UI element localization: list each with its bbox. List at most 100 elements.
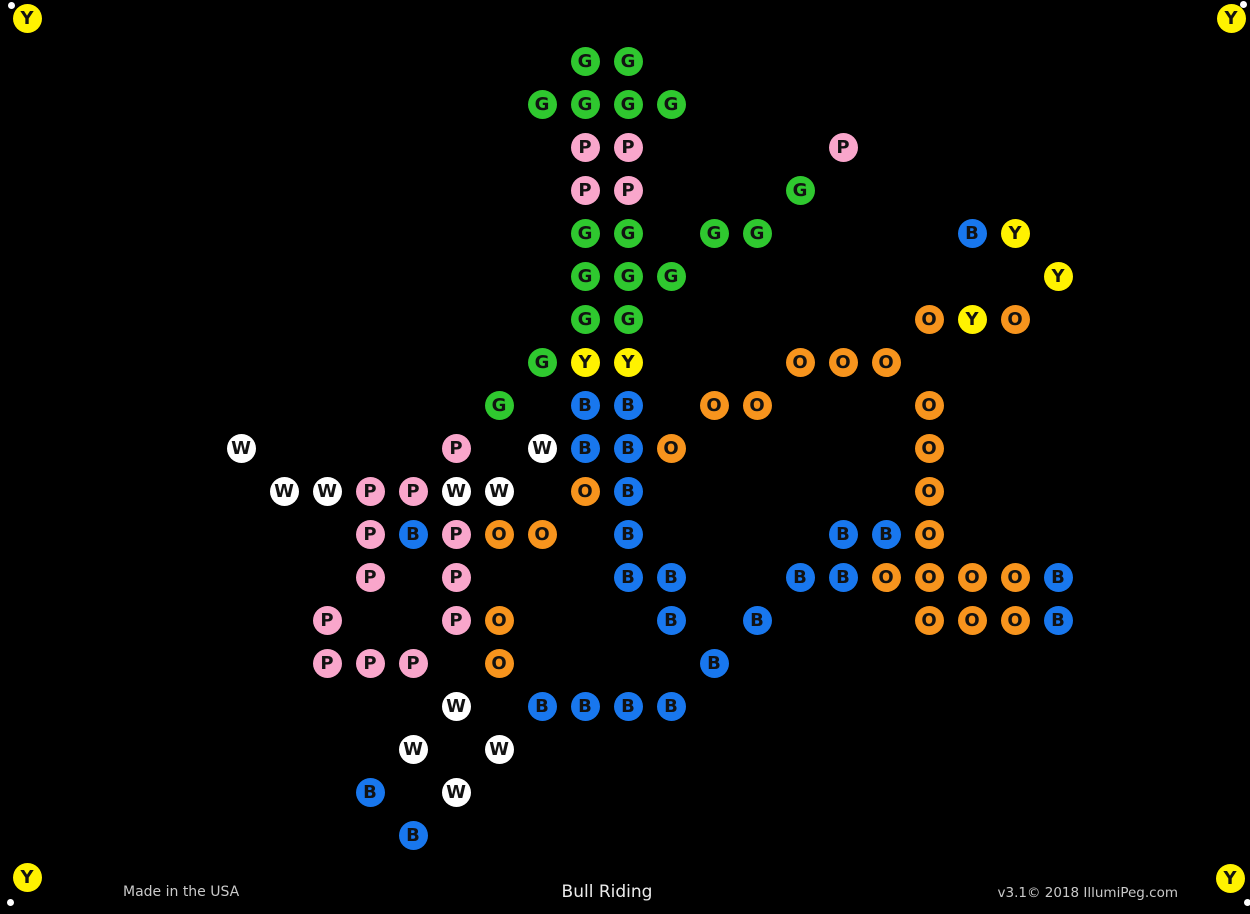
peg-blue[interactable]: B [570, 691, 600, 721]
peg-green[interactable]: G [570, 46, 600, 76]
peg-green[interactable]: G [742, 218, 772, 248]
peg-orange[interactable]: O [484, 648, 514, 678]
peg-blue[interactable]: B [613, 433, 643, 463]
peg-yellow[interactable]: Y [1000, 218, 1030, 248]
peg-blue[interactable]: B [699, 648, 729, 678]
peg-orange[interactable]: O [1000, 562, 1030, 592]
peg-orange[interactable]: O [527, 519, 557, 549]
peg-green[interactable]: G [613, 46, 643, 76]
peg-orange[interactable]: O [699, 390, 729, 420]
peg-green[interactable]: G [484, 390, 514, 420]
peg-green[interactable]: G [613, 304, 643, 334]
corner-peg-yellow: Y [1216, 3, 1246, 33]
peg-pink[interactable]: P [441, 519, 471, 549]
peg-pink[interactable]: P [398, 648, 428, 678]
peg-blue[interactable]: B [656, 605, 686, 635]
peg-blue[interactable]: B [355, 777, 385, 807]
peg-blue[interactable]: B [1043, 562, 1073, 592]
peg-pink[interactable]: P [312, 648, 342, 678]
peg-white[interactable]: W [484, 734, 514, 764]
peg-blue[interactable]: B [828, 562, 858, 592]
peg-yellow[interactable]: Y [1043, 261, 1073, 291]
peg-orange[interactable]: O [484, 519, 514, 549]
peg-blue[interactable]: B [613, 476, 643, 506]
peg-blue[interactable]: B [613, 562, 643, 592]
peg-orange[interactable]: O [828, 347, 858, 377]
peg-green[interactable]: G [613, 261, 643, 291]
peg-pink[interactable]: P [441, 605, 471, 635]
peg-blue[interactable]: B [785, 562, 815, 592]
peg-pink[interactable]: P [441, 562, 471, 592]
peg-orange[interactable]: O [914, 562, 944, 592]
peg-blue[interactable]: B [656, 691, 686, 721]
peg-green[interactable]: G [570, 89, 600, 119]
peg-green[interactable]: G [785, 175, 815, 205]
peg-blue[interactable]: B [613, 691, 643, 721]
peg-pink[interactable]: P [613, 175, 643, 205]
peg-white[interactable]: W [269, 476, 299, 506]
peg-green[interactable]: G [613, 89, 643, 119]
peg-orange[interactable]: O [871, 562, 901, 592]
peg-white[interactable]: W [312, 476, 342, 506]
peg-green[interactable]: G [527, 89, 557, 119]
peg-orange[interactable]: O [957, 605, 987, 635]
peg-yellow[interactable]: Y [570, 347, 600, 377]
peg-orange[interactable]: O [1000, 304, 1030, 334]
peg-white[interactable]: W [441, 691, 471, 721]
peg-orange[interactable]: O [484, 605, 514, 635]
peg-blue[interactable]: B [957, 218, 987, 248]
peg-green[interactable]: G [527, 347, 557, 377]
peg-pink[interactable]: P [312, 605, 342, 635]
peg-pink[interactable]: P [355, 519, 385, 549]
peg-orange[interactable]: O [914, 605, 944, 635]
peg-blue[interactable]: B [570, 390, 600, 420]
peg-orange[interactable]: O [914, 433, 944, 463]
peg-green[interactable]: G [570, 304, 600, 334]
peg-blue[interactable]: B [398, 519, 428, 549]
peg-orange[interactable]: O [871, 347, 901, 377]
peg-yellow[interactable]: Y [957, 304, 987, 334]
peg-blue[interactable]: B [613, 519, 643, 549]
peg-orange[interactable]: O [1000, 605, 1030, 635]
peg-pink[interactable]: P [355, 648, 385, 678]
peg-blue[interactable]: B [871, 519, 901, 549]
peg-orange[interactable]: O [742, 390, 772, 420]
peg-green[interactable]: G [570, 218, 600, 248]
peg-pink[interactable]: P [355, 476, 385, 506]
peg-green[interactable]: G [570, 261, 600, 291]
peg-blue[interactable]: B [656, 562, 686, 592]
peg-pink[interactable]: P [570, 175, 600, 205]
peg-pink[interactable]: P [398, 476, 428, 506]
peg-green[interactable]: G [656, 89, 686, 119]
peg-green[interactable]: G [699, 218, 729, 248]
peg-white[interactable]: W [441, 476, 471, 506]
peg-white[interactable]: W [484, 476, 514, 506]
peg-blue[interactable]: B [828, 519, 858, 549]
peg-green[interactable]: G [613, 218, 643, 248]
peg-blue[interactable]: B [742, 605, 772, 635]
peg-white[interactable]: W [398, 734, 428, 764]
peg-pink[interactable]: P [570, 132, 600, 162]
peg-orange[interactable]: O [914, 390, 944, 420]
peg-orange[interactable]: O [656, 433, 686, 463]
peg-yellow[interactable]: Y [613, 347, 643, 377]
peg-orange[interactable]: O [785, 347, 815, 377]
peg-orange[interactable]: O [914, 304, 944, 334]
peg-pink[interactable]: P [355, 562, 385, 592]
peg-green[interactable]: G [656, 261, 686, 291]
peg-blue[interactable]: B [398, 820, 428, 850]
peg-blue[interactable]: B [527, 691, 557, 721]
peg-orange[interactable]: O [570, 476, 600, 506]
peg-blue[interactable]: B [613, 390, 643, 420]
peg-pink[interactable]: P [828, 132, 858, 162]
peg-white[interactable]: W [226, 433, 256, 463]
peg-white[interactable]: W [527, 433, 557, 463]
peg-orange[interactable]: O [914, 519, 944, 549]
peg-orange[interactable]: O [914, 476, 944, 506]
peg-blue[interactable]: B [1043, 605, 1073, 635]
peg-pink[interactable]: P [441, 433, 471, 463]
peg-white[interactable]: W [441, 777, 471, 807]
peg-blue[interactable]: B [570, 433, 600, 463]
peg-orange[interactable]: O [957, 562, 987, 592]
peg-pink[interactable]: P [613, 132, 643, 162]
